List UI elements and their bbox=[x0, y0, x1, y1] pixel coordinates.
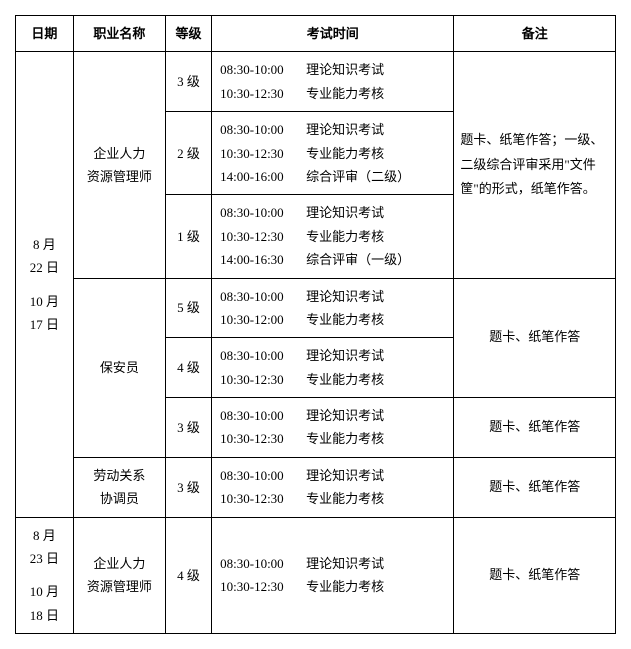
remark-cell: 题卡、纸笔作答 bbox=[454, 278, 616, 398]
level-cell: 3 级 bbox=[165, 457, 211, 517]
time-range: 14:00-16:30 bbox=[220, 248, 300, 271]
remark-cell: 题卡、纸笔作答 bbox=[454, 457, 616, 517]
job-hr: 企业人力 资源管理师 bbox=[73, 52, 165, 278]
level-cell: 1 级 bbox=[165, 195, 211, 278]
time-range: 10:30-12:30 bbox=[220, 225, 300, 248]
exam-name: 综合评审（二级） bbox=[300, 165, 410, 188]
date-text: 18 日 bbox=[30, 608, 59, 623]
date-text: 22 日 bbox=[30, 260, 59, 275]
date-text: 10 月 bbox=[30, 294, 59, 309]
time-range: 08:30-10:00 bbox=[220, 464, 300, 487]
exam-name: 理论知识考试 bbox=[300, 404, 384, 427]
time-range: 10:30-12:30 bbox=[220, 487, 300, 510]
time-range: 08:30-10:00 bbox=[220, 201, 300, 224]
job-labor: 劳动关系 协调员 bbox=[73, 457, 165, 517]
remark-cell: 题卡、纸笔作答 bbox=[454, 398, 616, 458]
time-range: 08:30-10:00 bbox=[220, 404, 300, 427]
exam-name: 专业能力考核 bbox=[300, 427, 384, 450]
time-range: 08:30-10:00 bbox=[220, 118, 300, 141]
time-cell: 08:30-10:00理论知识考试 10:30-12:30专业能力考核 bbox=[212, 457, 454, 517]
time-range: 08:30-10:00 bbox=[220, 285, 300, 308]
time-range: 10:30-12:30 bbox=[220, 368, 300, 391]
time-cell: 08:30-10:00理论知识考试 10:30-12:30专业能力考核 14:0… bbox=[212, 112, 454, 195]
job-hr: 企业人力 资源管理师 bbox=[73, 517, 165, 634]
exam-schedule-table: 日期 职业名称 等级 考试时间 备注 8 月 22 日 10 月 17 日 企业… bbox=[15, 15, 616, 634]
level-cell: 3 级 bbox=[165, 52, 211, 112]
date-text: 17 日 bbox=[30, 317, 59, 332]
date-text: 10 月 bbox=[30, 584, 59, 599]
time-range: 10:30-12:30 bbox=[220, 427, 300, 450]
level-cell: 2 级 bbox=[165, 112, 211, 195]
time-cell: 08:30-10:00理论知识考试 10:30-12:00专业能力考核 bbox=[212, 278, 454, 338]
exam-name: 理论知识考试 bbox=[300, 58, 384, 81]
date-cell-1: 8 月 22 日 10 月 17 日 bbox=[16, 52, 74, 517]
exam-name: 专业能力考核 bbox=[300, 308, 384, 331]
time-cell: 08:30-10:00理论知识考试 10:30-12:30专业能力考核 bbox=[212, 517, 454, 634]
level-cell: 4 级 bbox=[165, 338, 211, 398]
col-remark: 备注 bbox=[454, 16, 616, 52]
exam-name: 专业能力考核 bbox=[300, 575, 384, 598]
date-cell-2: 8 月 23 日 10 月 18 日 bbox=[16, 517, 74, 634]
level-cell: 3 级 bbox=[165, 398, 211, 458]
col-level: 等级 bbox=[165, 16, 211, 52]
exam-name: 理论知识考试 bbox=[300, 344, 384, 367]
exam-name: 综合评审（一级） bbox=[300, 248, 410, 271]
remark-cell: 题卡、纸笔作答 bbox=[454, 517, 616, 634]
time-cell: 08:30-10:00理论知识考试 10:30-12:30专业能力考核 bbox=[212, 398, 454, 458]
exam-name: 专业能力考核 bbox=[300, 225, 384, 248]
table-row: 8 月 22 日 10 月 17 日 企业人力 资源管理师 3 级 08:30-… bbox=[16, 52, 616, 112]
table-row: 8 月 23 日 10 月 18 日 企业人力 资源管理师 4 级 08:30-… bbox=[16, 517, 616, 634]
exam-name: 理论知识考试 bbox=[300, 118, 384, 141]
time-range: 08:30-10:00 bbox=[220, 344, 300, 367]
time-range: 10:30-12:00 bbox=[220, 308, 300, 331]
time-cell: 08:30-10:00理论知识考试 10:30-12:30专业能力考核 bbox=[212, 338, 454, 398]
date-text: 23 日 bbox=[30, 551, 59, 566]
col-job: 职业名称 bbox=[73, 16, 165, 52]
time-range: 08:30-10:00 bbox=[220, 58, 300, 81]
header-row: 日期 职业名称 等级 考试时间 备注 bbox=[16, 16, 616, 52]
date-text: 8 月 bbox=[33, 528, 56, 543]
remark-cell: 题卡、纸笔作答；一级、二级综合评审采用"文件筐"的形式，纸笔作答。 bbox=[454, 52, 616, 278]
job-security: 保安员 bbox=[73, 278, 165, 457]
table-row: 劳动关系 协调员 3 级 08:30-10:00理论知识考试 10:30-12:… bbox=[16, 457, 616, 517]
exam-name: 理论知识考试 bbox=[300, 201, 384, 224]
exam-name: 专业能力考核 bbox=[300, 368, 384, 391]
time-cell: 08:30-10:00理论知识考试 10:30-12:30专业能力考核 14:0… bbox=[212, 195, 454, 278]
exam-name: 理论知识考试 bbox=[300, 552, 384, 575]
time-range: 14:00-16:00 bbox=[220, 165, 300, 188]
level-cell: 5 级 bbox=[165, 278, 211, 338]
exam-name: 专业能力考核 bbox=[300, 142, 384, 165]
time-cell: 08:30-10:00理论知识考试 10:30-12:30专业能力考核 bbox=[212, 52, 454, 112]
col-date: 日期 bbox=[16, 16, 74, 52]
exam-name: 理论知识考试 bbox=[300, 285, 384, 308]
time-range: 10:30-12:30 bbox=[220, 142, 300, 165]
time-range: 10:30-12:30 bbox=[220, 82, 300, 105]
exam-name: 理论知识考试 bbox=[300, 464, 384, 487]
table-row: 保安员 5 级 08:30-10:00理论知识考试 10:30-12:00专业能… bbox=[16, 278, 616, 338]
col-examtime: 考试时间 bbox=[212, 16, 454, 52]
time-range: 08:30-10:00 bbox=[220, 552, 300, 575]
exam-name: 专业能力考核 bbox=[300, 487, 384, 510]
exam-name: 专业能力考核 bbox=[300, 82, 384, 105]
time-range: 10:30-12:30 bbox=[220, 575, 300, 598]
level-cell: 4 级 bbox=[165, 517, 211, 634]
date-text: 8 月 bbox=[33, 237, 56, 252]
